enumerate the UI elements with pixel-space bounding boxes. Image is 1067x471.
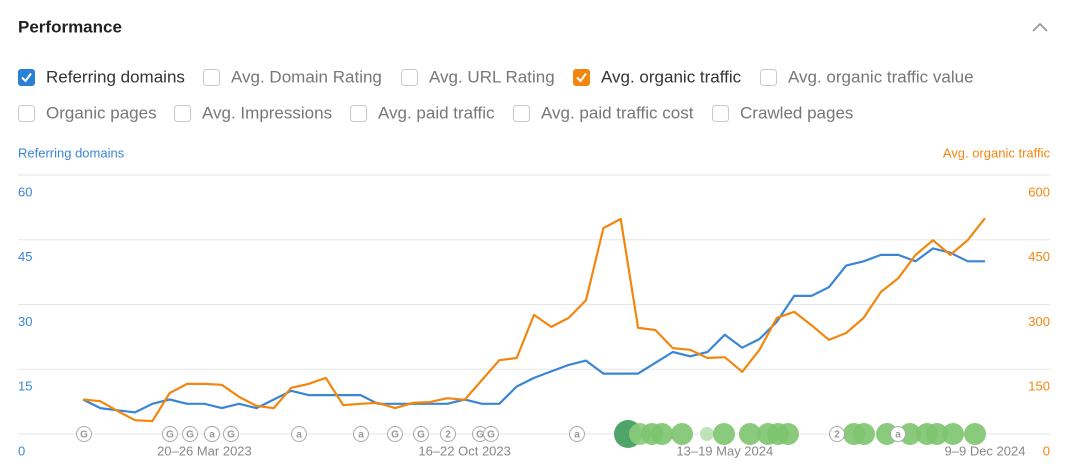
checkbox-label[interactable]: Organic pages bbox=[46, 103, 157, 122]
event-dot[interactable] bbox=[942, 423, 964, 445]
y2-axis-title: Avg. organic traffic bbox=[943, 145, 1051, 160]
event-dot[interactable] bbox=[853, 423, 875, 445]
checkbox-label[interactable]: Avg. organic traffic bbox=[601, 67, 742, 86]
event-marker[interactable] bbox=[483, 426, 499, 442]
checkbox-label[interactable]: Referring domains bbox=[46, 67, 185, 86]
event-marker-letter: G bbox=[166, 430, 174, 441]
event-dot[interactable] bbox=[964, 423, 986, 445]
check-mark bbox=[21, 72, 32, 83]
event-marker-letter: 2 bbox=[445, 430, 451, 441]
checkbox[interactable] bbox=[174, 105, 191, 122]
y-tick-label: 0 bbox=[18, 443, 25, 458]
checkbox[interactable] bbox=[712, 105, 729, 122]
y2-tick-label: 300 bbox=[1028, 314, 1050, 329]
checkbox[interactable] bbox=[513, 105, 530, 122]
event-marker[interactable] bbox=[569, 426, 585, 442]
event-marker-letter: G bbox=[227, 430, 235, 441]
x-tick-label: 13–19 May 2024 bbox=[676, 443, 773, 458]
event-marker-letter: G bbox=[476, 430, 484, 441]
event-marker-letter: G bbox=[186, 430, 194, 441]
event-marker-letter: a bbox=[574, 430, 580, 441]
event-marker[interactable] bbox=[890, 426, 906, 442]
checkbox-label[interactable]: Avg. paid traffic cost bbox=[541, 103, 694, 122]
event-dot[interactable] bbox=[651, 423, 673, 445]
event-marker[interactable] bbox=[440, 426, 456, 442]
event-dot[interactable] bbox=[926, 423, 948, 445]
series-line bbox=[82, 217, 986, 423]
checkbox-label[interactable]: Avg. Impressions bbox=[202, 103, 332, 122]
event-marker[interactable] bbox=[829, 426, 845, 442]
x-tick-label: 16–22 Oct 2023 bbox=[418, 443, 511, 458]
event-dot[interactable] bbox=[739, 423, 761, 445]
y-tick-label: 60 bbox=[18, 184, 32, 199]
x-tick-label: 9–9 Dec 2024 bbox=[945, 443, 1026, 458]
event-marker-letter: a bbox=[209, 430, 215, 441]
y-tick-label: 45 bbox=[18, 249, 32, 264]
checkbox[interactable] bbox=[203, 69, 220, 86]
checkbox-label[interactable]: Avg. organic traffic value bbox=[788, 67, 974, 86]
y-axis-title: Referring domains bbox=[18, 145, 125, 160]
event-marker-letter: 2 bbox=[834, 430, 840, 441]
checkbox-label[interactable]: Crawled pages bbox=[740, 103, 853, 122]
event-marker-letter: G bbox=[80, 430, 88, 441]
checkbox[interactable] bbox=[401, 69, 418, 86]
event-marker-letter: G bbox=[391, 430, 399, 441]
x-tick-label: 20–26 Mar 2023 bbox=[157, 443, 252, 458]
checkbox[interactable] bbox=[18, 105, 35, 122]
event-marker[interactable] bbox=[291, 426, 307, 442]
y2-tick-label: 600 bbox=[1028, 184, 1050, 199]
checkbox-checked[interactable] bbox=[573, 69, 590, 86]
event-marker-letter: a bbox=[358, 430, 364, 441]
series-line bbox=[82, 247, 985, 414]
event-marker[interactable] bbox=[223, 426, 239, 442]
event-marker-letter: a bbox=[296, 430, 302, 441]
event-dot[interactable] bbox=[700, 427, 714, 441]
event-dot[interactable] bbox=[777, 423, 799, 445]
event-marker-letter: G bbox=[487, 430, 495, 441]
checkbox[interactable] bbox=[760, 69, 777, 86]
checkbox-label[interactable]: Avg. Domain Rating bbox=[231, 67, 382, 86]
checkbox-label[interactable]: Avg. paid traffic bbox=[378, 103, 495, 122]
y-tick-label: 15 bbox=[18, 379, 32, 394]
y-tick-label: 30 bbox=[18, 314, 32, 329]
event-marker[interactable] bbox=[204, 426, 220, 442]
panel-title: Performance bbox=[18, 17, 122, 36]
event-dot[interactable] bbox=[899, 423, 921, 445]
event-marker-letter: G bbox=[417, 430, 425, 441]
event-marker[interactable] bbox=[353, 426, 369, 442]
collapse-chevron[interactable] bbox=[1032, 22, 1048, 32]
check-mark bbox=[576, 72, 587, 83]
y2-tick-label: 450 bbox=[1028, 249, 1050, 264]
event-marker[interactable] bbox=[413, 426, 429, 442]
y2-tick-label: 150 bbox=[1028, 379, 1050, 394]
event-marker[interactable] bbox=[76, 426, 92, 442]
event-marker[interactable] bbox=[387, 426, 403, 442]
y2-tick-label: 0 bbox=[1043, 443, 1050, 458]
event-marker[interactable] bbox=[162, 426, 178, 442]
event-dot[interactable] bbox=[671, 423, 693, 445]
event-marker[interactable] bbox=[182, 426, 198, 442]
event-marker-letter: a bbox=[895, 430, 901, 441]
checkbox-label[interactable]: Avg. URL Rating bbox=[429, 67, 555, 86]
checkbox[interactable] bbox=[350, 105, 367, 122]
checkbox-checked[interactable] bbox=[18, 69, 35, 86]
event-dot[interactable] bbox=[713, 423, 735, 445]
